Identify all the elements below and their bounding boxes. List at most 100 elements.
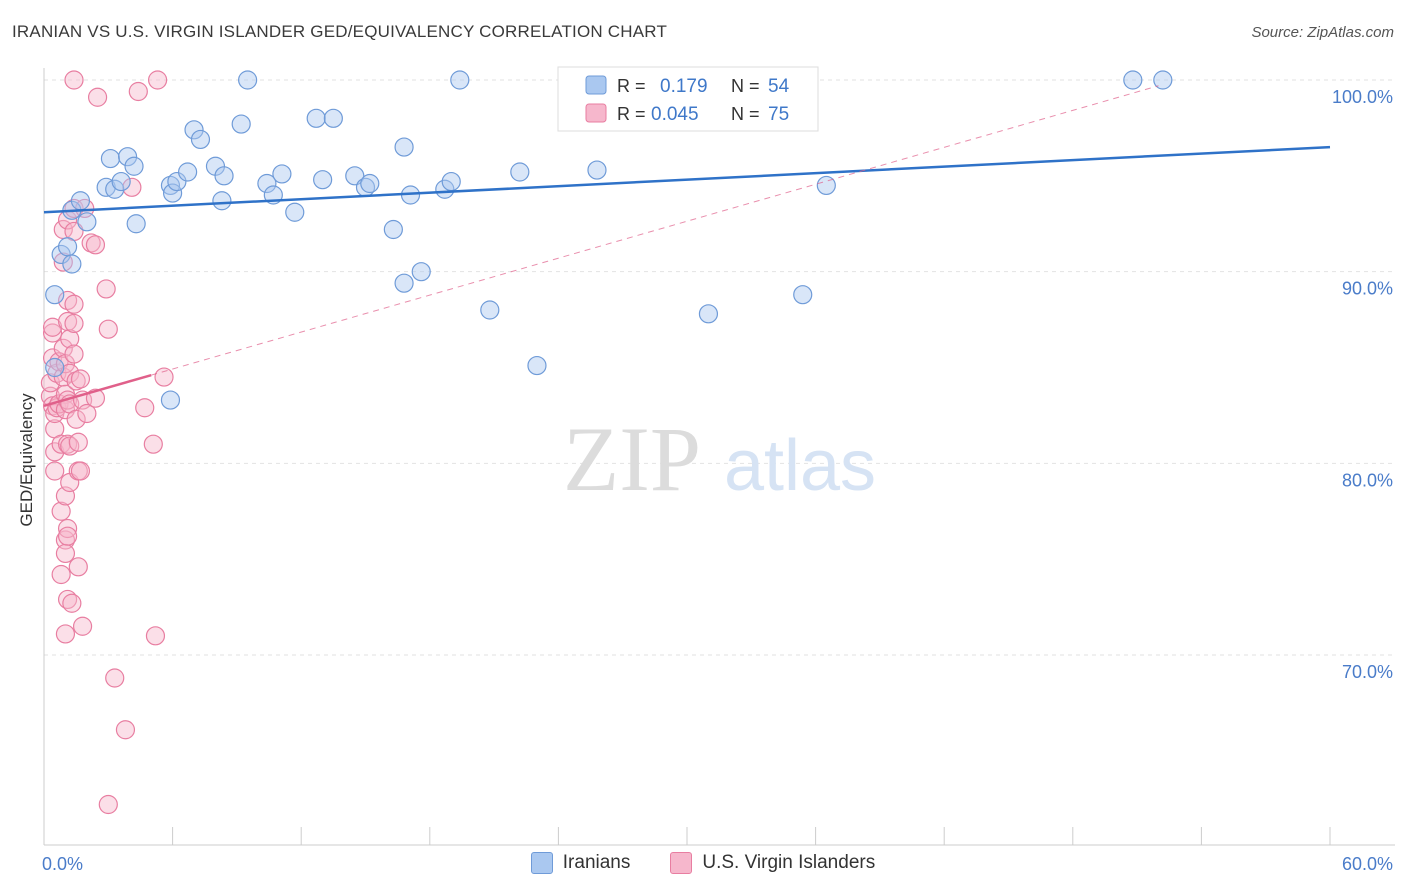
- us-virgin-islanders-point-52: [68, 557, 88, 577]
- iranians-point-14: [126, 214, 146, 234]
- iranians-point-19: [160, 390, 181, 410]
- iranians-point-38: [394, 137, 414, 157]
- chart-title: IRANIAN VS U.S. VIRGIN ISLANDER GED/EQUI…: [12, 22, 668, 41]
- us-virgin-islanders-point-33: [57, 518, 78, 539]
- legend-bottom: Iranians U.S. Virgin Islanders: [0, 852, 1406, 874]
- iranians-point-3: [57, 237, 78, 257]
- legend-r-value-pink: 0.045: [651, 104, 699, 125]
- us-virgin-islanders-point-66: [105, 668, 125, 688]
- us-virgin-islanders-point-58: [77, 403, 97, 424]
- us-virgin-islanders-point-41: [62, 593, 82, 613]
- legend-item-us-virgin-islanders: U.S. Virgin Islanders: [670, 852, 875, 874]
- iranians-point-30: [285, 202, 305, 222]
- y-tick-label-1: 90.0%: [1342, 279, 1393, 299]
- us-virgin-islanders-point-71: [143, 434, 163, 454]
- us-virgin-islanders-point-19: [53, 338, 73, 358]
- legend-n-value-blue: 54: [768, 76, 790, 97]
- iranians-point-1: [45, 285, 65, 305]
- us-virgin-islanders-point-49: [66, 409, 86, 429]
- iranians-point-6: [70, 191, 91, 211]
- iranians-point-53: [1153, 70, 1173, 90]
- us-virgin-islanders-point-3: [42, 323, 63, 343]
- iranians-point-12: [117, 147, 138, 167]
- iranians-point-9: [100, 148, 121, 169]
- y-tick-label-3: 70.0%: [1342, 662, 1393, 682]
- iranians-point-11: [111, 171, 131, 192]
- us-virgin-islanders-point-68: [122, 177, 142, 197]
- iranians-point-16: [163, 183, 183, 203]
- trend-line-us-virgin-islanders-extension: [151, 85, 1159, 376]
- legend-swatch-blue: [585, 75, 607, 95]
- legend-swatch-iranians: [530, 852, 553, 874]
- us-virgin-islanders-point-37: [60, 363, 80, 383]
- us-virgin-islanders-point-72: [145, 626, 166, 646]
- us-virgin-islanders-point-64: [98, 319, 118, 339]
- trend-lines: [43, 85, 1331, 408]
- points-us-virgin-islanders: [40, 70, 174, 815]
- iranians-point-25: [231, 114, 251, 134]
- iranians-point-46: [510, 162, 530, 182]
- us-virgin-islanders-point-26: [55, 543, 76, 564]
- legend-n-label-blue: N =: [731, 76, 760, 96]
- iranians-point-26: [238, 70, 258, 90]
- y-tick-label-2: 80.0%: [1342, 470, 1393, 490]
- iranians-point-20: [184, 120, 204, 140]
- legend-top: R = 0.179 N = 54 R = 0.045 N = 75: [557, 66, 819, 132]
- iranians-point-44: [450, 70, 470, 90]
- iranians-point-51: [816, 175, 836, 196]
- iranians-point-27: [257, 173, 277, 194]
- iranians-point-50: [793, 285, 813, 305]
- us-virgin-islanders-point-42: [64, 70, 84, 90]
- us-virgin-islanders-point-65: [98, 794, 118, 815]
- iranians-point-33: [323, 108, 343, 128]
- iranians-point-4: [62, 254, 82, 274]
- us-virgin-islanders-point-74: [154, 367, 174, 387]
- us-virgin-islanders-point-8: [45, 461, 65, 481]
- us-virgin-islanders-point-69: [128, 81, 148, 102]
- iranians-point-48: [587, 160, 607, 180]
- iranians-point-41: [394, 273, 414, 293]
- iranians-point-7: [77, 212, 97, 232]
- us-virgin-islanders-point-73: [147, 70, 168, 90]
- us-virgin-islanders-point-36: [60, 329, 80, 349]
- grid-layer: 100.0% 90.0% 80.0% 70.0%: [44, 79, 1395, 682]
- us-virgin-islanders-point-54: [70, 461, 91, 481]
- us-virgin-islanders-point-63: [96, 279, 116, 299]
- iranians-point-21: [190, 129, 211, 150]
- y-tick-label-0: 100.0%: [1332, 87, 1393, 107]
- legend-label-us-virgin-islanders: U.S. Virgin Islanders: [702, 852, 876, 873]
- legend-n-label-pink: N =: [731, 104, 760, 124]
- legend-label-iranians: Iranians: [562, 852, 631, 873]
- y-axis-label: GED/Equivalency: [17, 393, 36, 527]
- iranians-point-36: [360, 173, 380, 194]
- iranians-point-40: [411, 262, 431, 282]
- us-virgin-islanders-point-47: [64, 344, 84, 364]
- us-virgin-islanders-point-62: [87, 87, 108, 107]
- iranians-point-42: [435, 179, 455, 199]
- legend-r-label-blue: R =: [617, 76, 646, 96]
- iranians-point-52: [1123, 70, 1143, 90]
- us-virgin-islanders-point-60: [85, 235, 106, 255]
- axis-layer: [43, 68, 1395, 846]
- us-virgin-islanders-point-56: [72, 616, 93, 636]
- iranians-point-37: [383, 219, 403, 240]
- legend-r-label-pink: R =: [617, 104, 646, 124]
- legend-swatch-pink: [585, 103, 607, 123]
- iranians-point-0: [45, 357, 65, 378]
- us-virgin-islanders-point-27: [55, 624, 76, 644]
- source-label: Source: ZipAtlas.com: [1251, 24, 1394, 41]
- iranians-point-2: [51, 244, 71, 265]
- legend-item-iranians: Iranians: [530, 852, 631, 874]
- watermark-zip: ZIP: [563, 408, 701, 510]
- iranians-point-18: [178, 162, 198, 182]
- legend-n-value-pink: 75: [768, 104, 789, 125]
- us-virgin-islanders-point-50: [68, 432, 88, 452]
- iranians-point-23: [212, 191, 232, 211]
- watermark-atlas: atlas: [724, 426, 876, 506]
- x-tick-label-right: 60.0%: [1342, 854, 1393, 874]
- watermark: ZIP atlas: [563, 408, 876, 510]
- us-virgin-islanders-point-16: [51, 564, 71, 585]
- iranians-point-24: [214, 166, 234, 186]
- us-virgin-islanders-point-34: [57, 526, 78, 546]
- iranians-point-45: [480, 300, 500, 320]
